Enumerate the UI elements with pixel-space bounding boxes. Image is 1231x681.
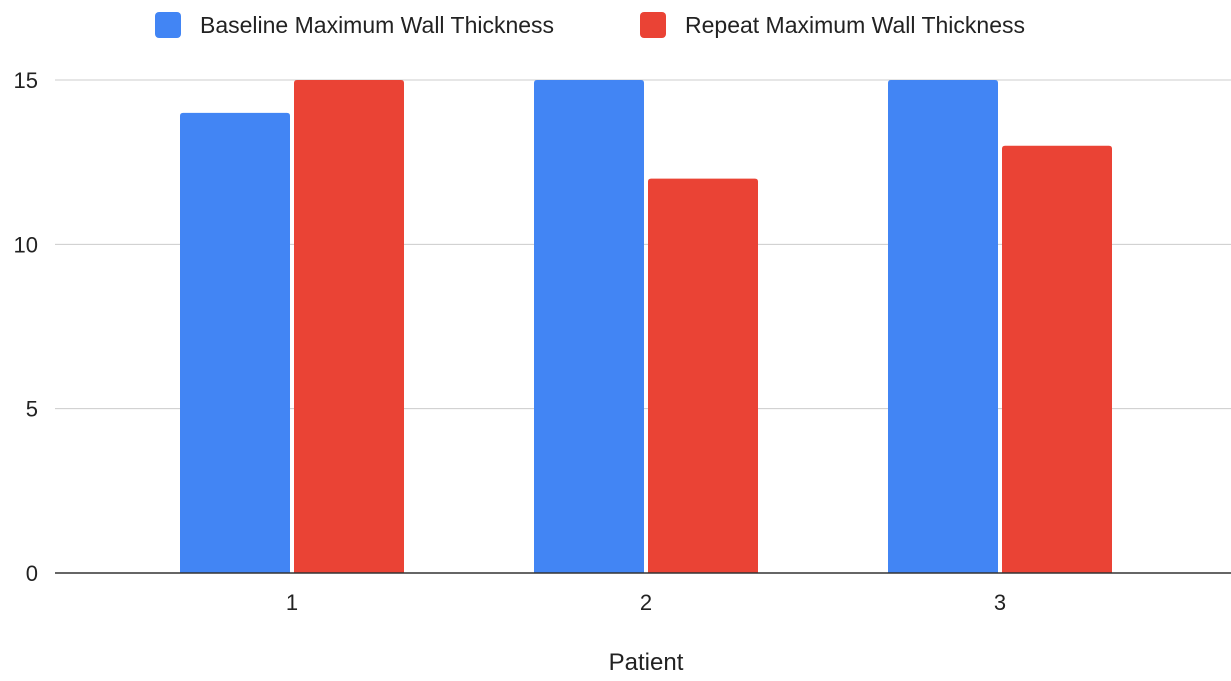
legend-item: Repeat Maximum Wall Thickness	[640, 12, 1025, 38]
bar	[294, 80, 404, 573]
legend: Baseline Maximum Wall Thickness Repeat Ma…	[155, 12, 1025, 38]
legend-swatch	[155, 12, 181, 38]
x-tick-label: 3	[994, 590, 1006, 615]
x-axis-title: Patient	[609, 649, 684, 676]
bar	[1002, 145, 1112, 573]
x-tick-label: 1	[286, 590, 298, 615]
y-tick-label: 0	[26, 561, 38, 586]
x-tick-label: 2	[640, 590, 652, 615]
legend-label: Repeat Maximum Wall Thickness	[685, 12, 1025, 38]
legend-item: Baseline Maximum Wall Thickness	[155, 12, 554, 38]
bar	[888, 80, 998, 573]
bars	[180, 80, 1112, 573]
legend-label: Baseline Maximum Wall Thickness	[200, 12, 554, 38]
legend-swatch	[640, 12, 666, 38]
bar	[534, 80, 644, 573]
bar	[648, 178, 758, 573]
y-tick-label: 5	[26, 397, 38, 422]
bar	[180, 112, 290, 573]
y-tick-label: 10	[14, 232, 38, 257]
y-tick-label: 15	[14, 68, 38, 93]
axes: 1 2 3	[55, 572, 1231, 615]
